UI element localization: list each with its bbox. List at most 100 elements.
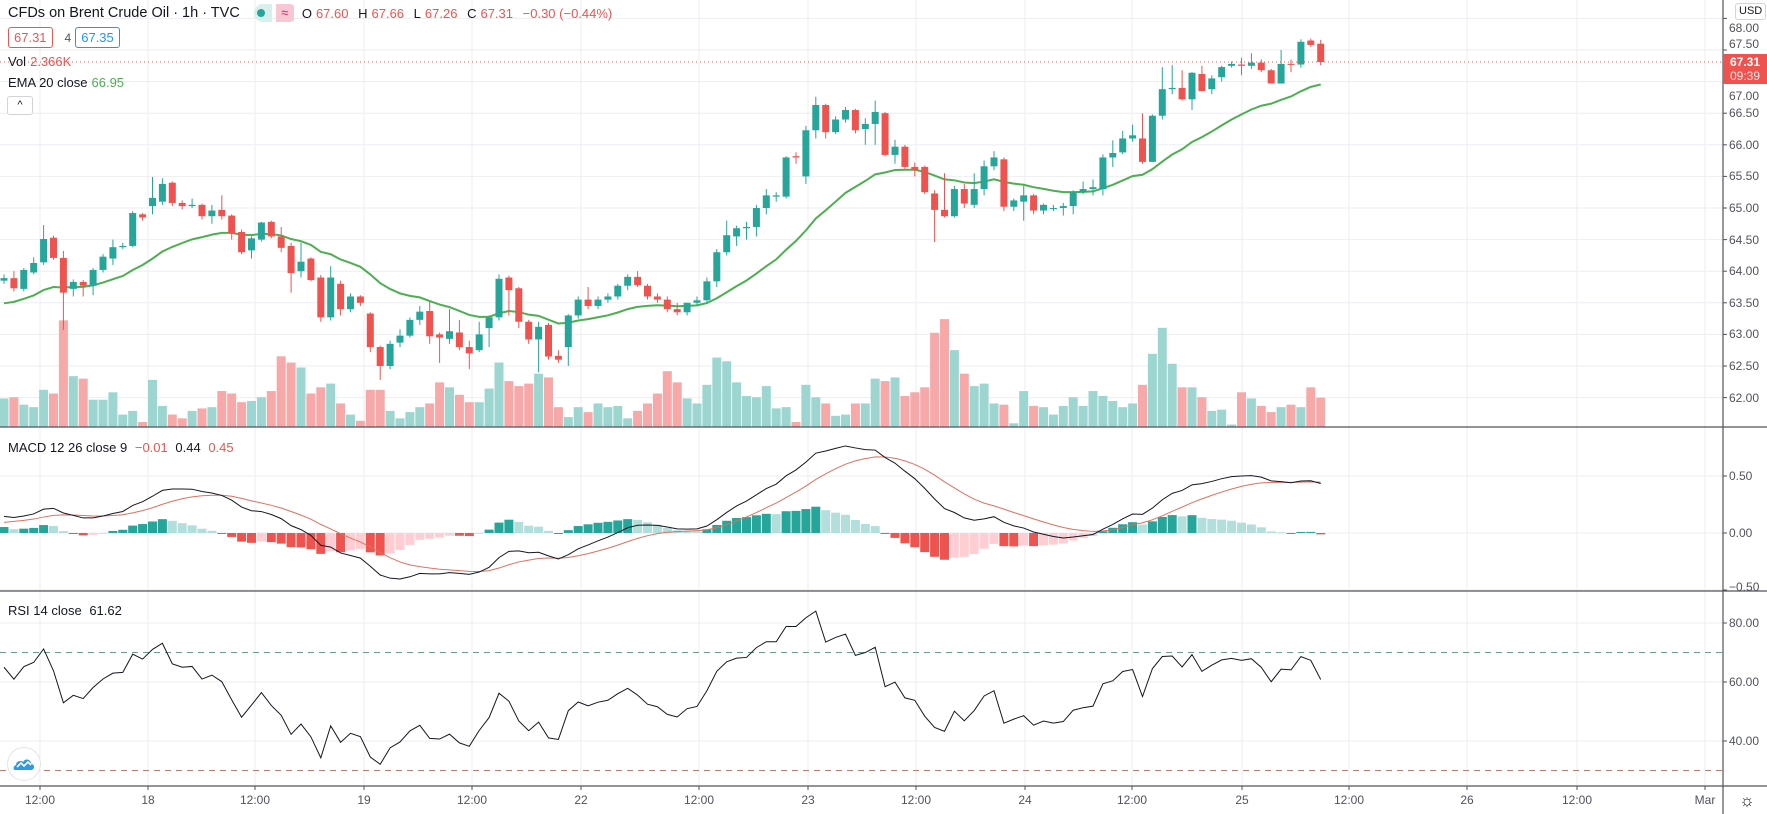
candle-body bbox=[178, 202, 186, 207]
candle-body bbox=[1178, 87, 1186, 100]
volume-bar bbox=[1058, 405, 1068, 427]
candle-body bbox=[1079, 189, 1087, 193]
candle bbox=[1119, 130, 1127, 155]
volume-bar bbox=[504, 381, 514, 427]
volume-bar bbox=[1306, 387, 1316, 427]
macd-histogram-bar bbox=[999, 533, 1009, 547]
candle bbox=[0, 274, 8, 284]
sell-button[interactable]: 67.31 bbox=[8, 27, 53, 48]
macd-histogram-bar bbox=[0, 527, 9, 533]
candle-body bbox=[703, 281, 711, 301]
macd-histogram-bar bbox=[227, 533, 237, 537]
close-value: 67.31 bbox=[480, 5, 514, 21]
settings-gear-icon[interactable]: ☼ bbox=[1739, 791, 1755, 810]
collapse-legend-button[interactable]: ^ bbox=[7, 96, 33, 115]
tradingview-logo[interactable] bbox=[7, 747, 41, 781]
candle bbox=[89, 268, 97, 296]
volume-bar bbox=[286, 362, 296, 427]
buy-button[interactable]: 67.35 bbox=[75, 27, 120, 48]
candle-body bbox=[168, 182, 176, 203]
candle-body bbox=[198, 204, 206, 217]
rsi-legend[interactable]: RSI 14 close 61.62 bbox=[8, 603, 126, 618]
candle bbox=[1317, 39, 1325, 66]
macd-histogram-bar bbox=[29, 527, 39, 533]
volume-bar bbox=[1009, 423, 1019, 427]
macd-histogram bbox=[0, 506, 1326, 560]
macd-histogram-bar bbox=[167, 520, 177, 533]
candle bbox=[1089, 179, 1097, 196]
candle-body bbox=[802, 130, 810, 177]
volume-bar bbox=[266, 391, 276, 427]
time-axis-label: 12:00 bbox=[1333, 793, 1365, 807]
candle bbox=[772, 192, 780, 202]
candle-body bbox=[1287, 63, 1295, 65]
candle-body bbox=[1030, 195, 1038, 211]
candle-body bbox=[1188, 72, 1196, 100]
symbol-title[interactable]: CFDs on Brent Crude Oil · 1h · TVC bbox=[8, 5, 240, 21]
candle-body bbox=[129, 213, 137, 246]
time-axis-label: 12:00 bbox=[239, 793, 271, 807]
currency-label[interactable]: USD bbox=[1735, 3, 1767, 20]
candle bbox=[861, 118, 869, 145]
candle bbox=[178, 200, 186, 210]
volume-bar bbox=[524, 383, 534, 427]
spread-value: 4 bbox=[64, 30, 72, 45]
macd-histogram-bar bbox=[821, 510, 831, 533]
candle-body bbox=[327, 277, 335, 318]
volume-series bbox=[0, 319, 1326, 427]
candle bbox=[703, 277, 711, 303]
volume-bar bbox=[435, 382, 445, 427]
candle-body bbox=[525, 321, 533, 340]
candle-body bbox=[1307, 40, 1315, 45]
candle bbox=[59, 250, 67, 330]
candle-body bbox=[713, 252, 721, 282]
candle bbox=[663, 296, 671, 313]
candle-body bbox=[980, 166, 988, 190]
candle bbox=[1099, 154, 1107, 196]
macd-histogram-bar bbox=[920, 533, 930, 553]
candle-body bbox=[1119, 138, 1127, 153]
macd-histogram-bar bbox=[474, 533, 484, 534]
candle bbox=[248, 236, 255, 259]
candle-body bbox=[743, 226, 750, 229]
volume-legend[interactable]: Vol 2.366K bbox=[8, 54, 75, 69]
macd-histogram-bar bbox=[563, 530, 573, 533]
candle-body bbox=[1069, 192, 1077, 207]
volume-bar bbox=[613, 405, 623, 427]
macd-histogram-bar bbox=[1128, 522, 1138, 533]
status-pill[interactable]: ≈ bbox=[253, 4, 298, 22]
candle bbox=[1208, 75, 1216, 95]
volume-bar bbox=[365, 389, 375, 427]
candle bbox=[465, 340, 473, 370]
candle-body bbox=[871, 111, 879, 124]
volume-bar bbox=[1227, 424, 1237, 427]
candle-body bbox=[762, 195, 770, 208]
volume-bar bbox=[920, 387, 930, 427]
time-axis-label: 26 bbox=[1460, 793, 1474, 807]
time-axis-label: 12:00 bbox=[1561, 793, 1593, 807]
volume-bar bbox=[484, 388, 494, 427]
macd-signal-value: 0.45 bbox=[208, 440, 234, 455]
candle bbox=[743, 221, 750, 240]
macd-histogram-bar bbox=[1157, 516, 1167, 533]
candle-body bbox=[99, 256, 107, 270]
candle-body bbox=[822, 104, 830, 133]
macd-histogram-bar bbox=[385, 533, 395, 554]
candle-body bbox=[475, 334, 483, 351]
macd-legend[interactable]: MACD 12 26 close 9 −0.01 0.44 0.45 bbox=[8, 440, 238, 455]
volume-bar bbox=[336, 403, 346, 427]
volume-value: 2.366K bbox=[30, 54, 72, 69]
price-axis-label: 66.00 bbox=[1729, 137, 1760, 152]
ema-legend[interactable]: EMA 20 close 66.95 bbox=[8, 75, 128, 90]
candle bbox=[485, 315, 493, 348]
open-label: O bbox=[301, 5, 312, 21]
candle-body bbox=[1238, 64, 1245, 66]
volume-bar bbox=[385, 410, 395, 427]
volume-bar bbox=[118, 414, 128, 427]
volume-bar bbox=[692, 403, 702, 427]
price-axis-label: 68.00 bbox=[1729, 21, 1760, 36]
volume-bar bbox=[1217, 409, 1227, 427]
macd-histogram-bar bbox=[959, 533, 969, 557]
macd-line-value: 0.44 bbox=[175, 440, 201, 455]
